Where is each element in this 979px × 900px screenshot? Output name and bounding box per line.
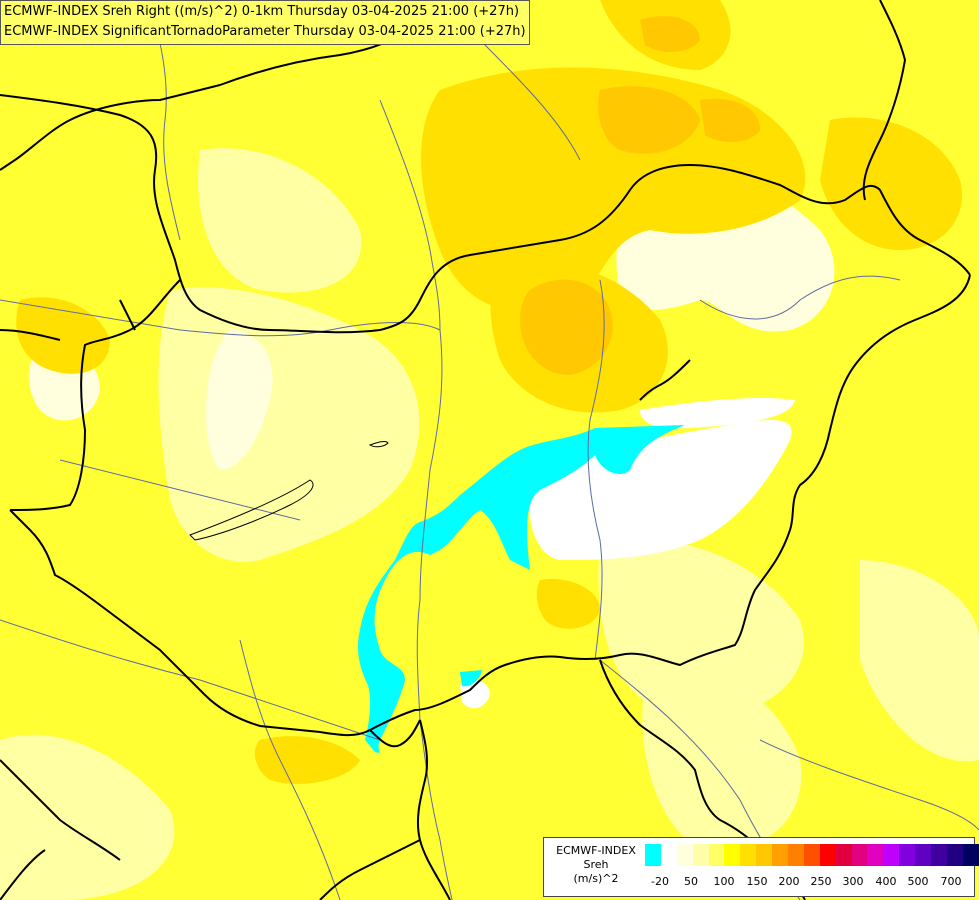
legend-swatches	[645, 844, 979, 866]
legend-swatch	[724, 844, 741, 866]
title-line-2: ECMWF-INDEX SignificantTornadoParameter …	[4, 24, 526, 39]
title-line-1: ECMWF-INDEX Sreh Right ((m/s)^2) 0-1km T…	[4, 4, 520, 19]
legend-swatch	[819, 844, 836, 866]
legend-swatch	[883, 844, 900, 866]
legend-tick-label: 200	[778, 875, 800, 888]
legend-swatch	[660, 844, 677, 866]
legend-tick-label: 100	[713, 875, 735, 888]
pale-yellow-areas	[0, 148, 979, 900]
legend-swatch	[756, 844, 773, 866]
legend-tick-label: 50	[684, 875, 698, 888]
legend-tick-label: 300	[842, 875, 864, 888]
legend-tick-label: 700	[940, 875, 962, 888]
legend-tick-label: -20	[651, 875, 669, 888]
legend-title-line-1: ECMWF-INDEX	[556, 844, 636, 857]
legend-swatch	[788, 844, 804, 866]
legend-swatch	[962, 844, 979, 866]
legend-swatch	[803, 844, 820, 866]
legend-ticks: -20 50 100 150 200 250 300 400 500 700	[645, 875, 975, 889]
legend-swatch	[676, 844, 693, 866]
map-title: ECMWF-INDEX Sreh Right ((m/s)^2) 0-1km T…	[0, 0, 530, 45]
legend-swatch	[740, 844, 757, 866]
legend-tick-label: 250	[810, 875, 832, 888]
legend-title-line-2: Sreh	[583, 858, 609, 871]
cyan-areas	[357, 425, 685, 753]
legend-swatch	[772, 844, 789, 866]
legend-swatch	[692, 844, 709, 866]
legend-title-line-3: (m/s)^2	[573, 872, 619, 885]
legend-tick-label: 400	[875, 875, 897, 888]
lakes	[189, 441, 389, 541]
legend-swatch	[708, 844, 725, 866]
orange-areas	[520, 16, 760, 375]
legend-title: ECMWF-INDEX Sreh (m/s)^2	[548, 844, 644, 886]
legend-swatch	[645, 844, 661, 866]
legend-swatch	[867, 844, 884, 866]
legend-swatch	[931, 844, 947, 866]
legend-swatch	[946, 844, 963, 866]
legend-swatch	[835, 844, 852, 866]
legend-swatch	[851, 844, 868, 866]
legend-swatch	[899, 844, 916, 866]
legend-tick-label: 150	[746, 875, 768, 888]
color-legend: ECMWF-INDEX Sreh (m/s)^2 -20 50 100 150 200 2…	[543, 837, 979, 897]
legend-swatch	[915, 844, 932, 866]
legend-tick-label: 500	[907, 875, 929, 888]
